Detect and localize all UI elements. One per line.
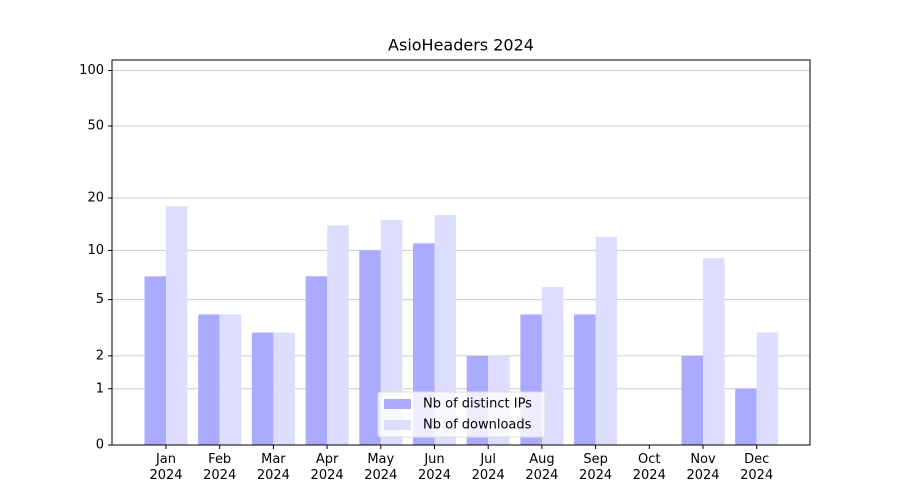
bar xyxy=(305,276,328,445)
y-tick-label: 5 xyxy=(96,292,104,307)
x-tick-label: Dec 2024 xyxy=(740,452,774,483)
y-tick-label: 2 xyxy=(96,348,104,363)
y-tick-label: 50 xyxy=(87,118,104,133)
y-tick-label: 20 xyxy=(87,190,104,205)
x-tick-label: Feb 2024 xyxy=(203,452,237,483)
y-tick-label: 0 xyxy=(96,438,104,453)
x-tick-label: Jul 2024 xyxy=(471,452,505,483)
bar xyxy=(219,314,242,445)
legend xyxy=(377,391,546,438)
x-tick-label: Sep 2024 xyxy=(579,452,613,483)
bar xyxy=(327,225,349,445)
x-tick-label: Jan 2024 xyxy=(149,452,183,483)
bar xyxy=(681,355,703,445)
x-tick-label: May 2024 xyxy=(364,452,398,483)
bar xyxy=(595,236,618,445)
plot-frame xyxy=(111,59,811,446)
x-tick-label: Aug 2024 xyxy=(525,452,559,483)
legend-swatch xyxy=(384,399,411,409)
bar xyxy=(251,332,274,445)
bar xyxy=(541,287,564,445)
x-tick-label: Oct 2024 xyxy=(632,452,666,483)
bar xyxy=(703,258,725,445)
bar xyxy=(735,388,757,445)
chart-title: AsioHeaders 2024 xyxy=(388,36,534,55)
bar xyxy=(380,220,403,445)
x-tick-label: Apr 2024 xyxy=(310,452,344,483)
bar xyxy=(574,314,596,445)
legend-label: Nb of downloads xyxy=(423,418,532,433)
y-tick-label: 10 xyxy=(87,243,104,258)
x-tick-label: Mar 2024 xyxy=(256,452,290,483)
legend-label: Nb of distinct IPs xyxy=(423,397,532,412)
bar xyxy=(166,206,188,445)
bar xyxy=(359,250,381,445)
bar xyxy=(198,314,220,445)
x-tick-label: Jun 2024 xyxy=(417,452,452,483)
bar xyxy=(144,276,166,445)
legend-swatch xyxy=(384,420,411,430)
bar xyxy=(434,215,456,445)
y-tick-label: 1 xyxy=(96,381,104,396)
bar xyxy=(756,332,779,445)
x-tick-label: Nov 2024 xyxy=(686,452,720,483)
bar xyxy=(273,332,295,445)
y-tick-label: 100 xyxy=(79,63,104,78)
